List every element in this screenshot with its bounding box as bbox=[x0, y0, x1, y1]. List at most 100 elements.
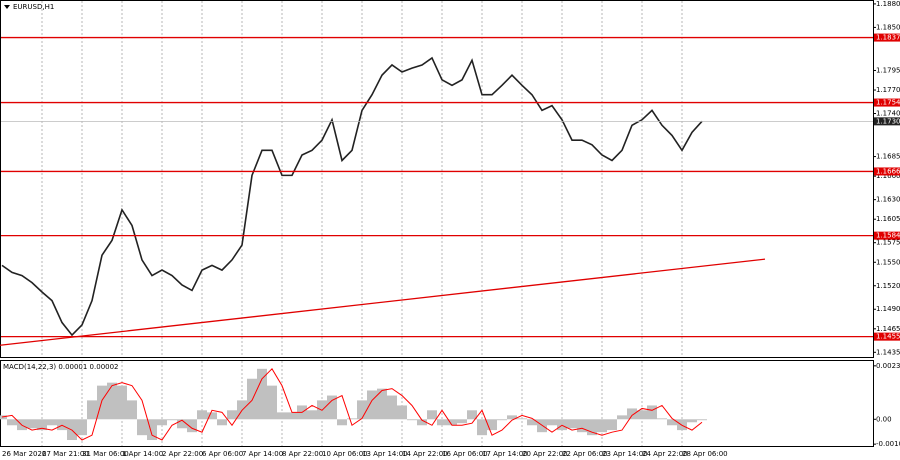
macd-bar bbox=[197, 410, 207, 420]
macd-bar bbox=[557, 419, 567, 431]
macd-bar bbox=[107, 382, 117, 420]
macd-signal-line bbox=[1, 368, 703, 441]
macd-bar bbox=[217, 419, 227, 426]
macd-bar bbox=[437, 419, 447, 426]
macd-bar bbox=[637, 410, 647, 420]
macd-bar bbox=[567, 419, 577, 429]
y-tick-label: 1.1660 bbox=[876, 172, 900, 180]
level-label: 1.1666 bbox=[876, 167, 900, 175]
y-tick-label: 1.1435 bbox=[876, 348, 900, 356]
x-tick-label: 7 Apr 14:00 bbox=[242, 450, 283, 458]
macd-bar bbox=[357, 400, 367, 420]
current-price-label: 1.1730 bbox=[876, 117, 900, 125]
macd-bar bbox=[267, 385, 277, 420]
macd-bar bbox=[327, 395, 337, 420]
macd-bar bbox=[247, 378, 257, 420]
macd-bar bbox=[7, 419, 17, 426]
macd-bar bbox=[307, 410, 317, 420]
macd-bar bbox=[337, 419, 347, 426]
macd-bar bbox=[627, 408, 637, 420]
level-label-box bbox=[874, 332, 900, 341]
macd-bar bbox=[647, 405, 657, 420]
macd-bar bbox=[87, 400, 97, 420]
macd-bar bbox=[57, 419, 67, 431]
macd-bar bbox=[287, 412, 297, 420]
macd-bar bbox=[77, 419, 87, 436]
macd-bar bbox=[397, 405, 407, 420]
macd-bar bbox=[157, 419, 167, 426]
macd-bar bbox=[667, 419, 677, 426]
x-tick-label: 16 Apr 06:00 bbox=[442, 450, 488, 458]
macd-bar bbox=[527, 419, 537, 426]
x-tick-label: 20 Apr 22:00 bbox=[522, 450, 568, 458]
level-label-box bbox=[874, 33, 900, 42]
y-tick-label: 1.1465 bbox=[876, 325, 900, 333]
x-tick-label: 10 Apr 06:00 bbox=[322, 450, 368, 458]
y-tick-label: 1.1770 bbox=[876, 86, 900, 94]
price-line bbox=[1, 56, 703, 337]
current-price-box bbox=[874, 117, 900, 126]
macd-bar bbox=[467, 410, 477, 420]
trendline bbox=[0, 258, 766, 346]
level-label-box bbox=[874, 167, 900, 176]
macd-bar bbox=[547, 419, 557, 426]
macd-bar bbox=[227, 410, 237, 420]
x-tick-label: 2 Apr 22:00 bbox=[162, 450, 203, 458]
macd-bar bbox=[687, 419, 697, 423]
macd-bar bbox=[657, 418, 667, 420]
macd-bar bbox=[587, 419, 597, 436]
macd-bar bbox=[187, 419, 197, 433]
x-tick-label: 22 Apr 06:00 bbox=[562, 450, 608, 458]
y-tick-label: 1.1550 bbox=[876, 258, 900, 266]
y-tick-label: 1.1880 bbox=[876, 0, 900, 8]
macd-bar bbox=[617, 415, 627, 420]
macd-bar bbox=[387, 395, 397, 420]
symbol-menu-icon[interactable] bbox=[4, 5, 10, 9]
y-tick-label: 1.1685 bbox=[876, 153, 900, 161]
x-tick-label: 14 Apr 22:00 bbox=[402, 450, 448, 458]
x-tick-label: 6 Apr 06:00 bbox=[202, 450, 243, 458]
level-label-box bbox=[874, 98, 900, 107]
macd-bar bbox=[487, 419, 497, 431]
macd-bar bbox=[477, 419, 487, 436]
y-tick-label: 1.1490 bbox=[876, 305, 900, 313]
y-tick-label: 0.00232 bbox=[876, 362, 900, 370]
macd-bar bbox=[417, 419, 427, 426]
macd-bar bbox=[517, 418, 527, 420]
y-tick-label: 1.1630 bbox=[876, 196, 900, 204]
macd-bar bbox=[47, 419, 57, 426]
macd-bar bbox=[27, 419, 37, 429]
macd-bar bbox=[0, 415, 7, 420]
macd-label: MACD(14,22,3) 0.00001 0.00002 bbox=[3, 363, 119, 371]
macd-bar bbox=[407, 419, 417, 421]
y-tick-label: 1.1605 bbox=[876, 215, 900, 223]
macd-bar bbox=[207, 412, 217, 420]
macd-bar bbox=[597, 419, 607, 433]
macd-bar bbox=[97, 385, 107, 420]
macd-bar bbox=[137, 419, 147, 436]
macd-bar bbox=[457, 419, 467, 424]
macd-bar bbox=[277, 412, 287, 420]
level-label-box bbox=[874, 231, 900, 240]
level-label: 1.1584 bbox=[876, 232, 900, 240]
macd-bar bbox=[507, 415, 517, 420]
macd-bar bbox=[347, 418, 357, 420]
macd-bar bbox=[257, 368, 267, 420]
symbol-label: EURUSD,H1 bbox=[13, 3, 54, 11]
macd-bar bbox=[447, 419, 457, 426]
x-tick-label: 31 Mar 06:00 bbox=[82, 450, 129, 458]
macd-bar bbox=[177, 419, 187, 429]
macd-panel-frame bbox=[0, 360, 874, 447]
macd-bar bbox=[37, 419, 47, 431]
macd-bar bbox=[427, 410, 437, 420]
macd-bar bbox=[167, 419, 177, 421]
y-tick-label: 1.1795 bbox=[876, 66, 900, 74]
x-tick-label: 13 Apr 14:00 bbox=[362, 450, 408, 458]
x-tick-label: 24 Apr 22:00 bbox=[642, 450, 688, 458]
level-label: 1.1455 bbox=[876, 333, 900, 341]
macd-bar bbox=[147, 419, 157, 441]
y-tick-label: 1.1740 bbox=[876, 110, 900, 118]
x-tick-label: 23 Apr 14:00 bbox=[602, 450, 648, 458]
